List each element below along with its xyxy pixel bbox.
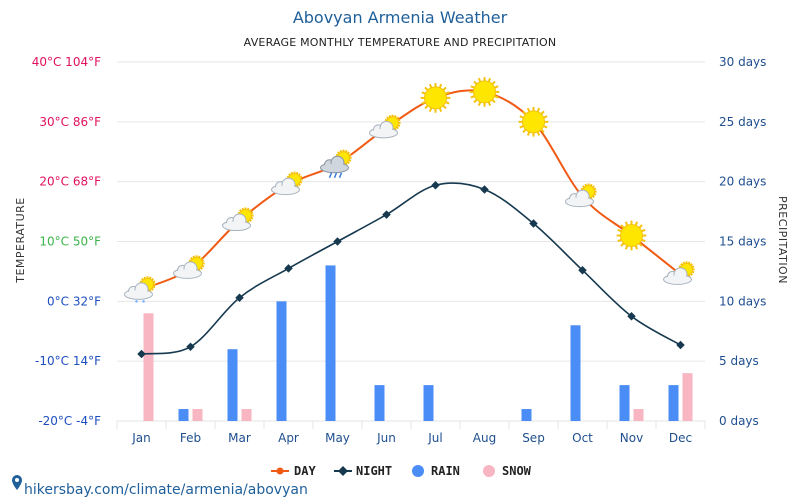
- legend-rain[interactable]: RAIN: [412, 464, 460, 478]
- month-label: Apr: [278, 431, 299, 445]
- legend-day[interactable]: DAY: [271, 464, 316, 478]
- day-line: [141, 89, 682, 291]
- month-tick-labels: Jan Feb Mar Apr May Jun Jul Aug Sep Oct Nov Dec: [131, 431, 692, 445]
- precipitation-tick-label: 5 days: [719, 354, 759, 368]
- rain-bar: [619, 385, 630, 421]
- night-point: [480, 185, 489, 194]
- rain-bar: [276, 301, 287, 421]
- night-line: [141, 182, 681, 355]
- temperature-tick-label: -20°C -4°F: [38, 414, 101, 428]
- night-point: [676, 340, 685, 350]
- month-label: Dec: [669, 431, 692, 445]
- temperature-tick-label: 10°C 50°F: [39, 235, 101, 249]
- snow-bar: [192, 409, 203, 421]
- temperature-tick-label: 30°C 86°F: [39, 115, 101, 129]
- night-point: [382, 210, 391, 219]
- temperature-lines: [137, 89, 685, 359]
- precipitation-tick-label: 25 days: [719, 115, 766, 129]
- legend-night-label: NIGHT: [356, 464, 392, 478]
- rain-bar: [423, 385, 434, 421]
- rain-bar: [521, 409, 532, 421]
- cloud-sun-icon: [565, 183, 597, 208]
- night-point: [284, 264, 293, 273]
- cloud-sun-icon: [663, 261, 695, 285]
- chart-subtitle: AVERAGE MONTHLY TEMPERATURE AND PRECIPIT…: [244, 36, 557, 49]
- location-pin-icon: [12, 475, 22, 490]
- source-url: hikersbay.com/climate/armenia/abovyan: [24, 482, 308, 498]
- precipitation-tick-label: 20 days: [719, 175, 766, 189]
- weather-icons: [124, 77, 695, 303]
- snow-bar: [682, 373, 693, 421]
- month-label: Oct: [572, 431, 593, 445]
- temperature-tick-label: 40°C 104°F: [32, 55, 101, 69]
- rain-bar: [325, 265, 336, 421]
- legend-snow[interactable]: SNOW: [483, 464, 532, 478]
- night-point: [578, 265, 587, 275]
- rain-bar: [668, 385, 679, 421]
- snow-bar: [633, 409, 644, 421]
- temperature-tick-label: -10°C 14°F: [35, 354, 101, 368]
- precipitation-tick-labels: 30 days 25 days 20 days 15 days 10 days 5 day…: [719, 55, 766, 428]
- legend: DAY NIGHT RAIN SNOW: [271, 464, 532, 478]
- precipitation-tick-label: 10 days: [719, 294, 766, 308]
- precipitation-axis-label: PRECIPITATION: [776, 196, 789, 284]
- month-label: Jun: [376, 431, 396, 445]
- legend-night[interactable]: NIGHT: [334, 464, 392, 478]
- month-label: May: [325, 431, 350, 445]
- legend-rain-label: RAIN: [431, 464, 460, 478]
- source-link[interactable]: hikersbay.com/climate/armenia/abovyan: [12, 475, 308, 498]
- sun-icon: [420, 83, 451, 113]
- month-label: Jan: [131, 431, 151, 445]
- rain-bar: [374, 385, 385, 421]
- cloud-sun-icon: [271, 171, 303, 196]
- month-label: Feb: [180, 431, 201, 445]
- cloud-sun-icon: [369, 114, 401, 139]
- legend-snow-label: SNOW: [502, 464, 532, 478]
- legend-day-label: DAY: [294, 464, 316, 478]
- snow-bar: [241, 409, 252, 421]
- chart-title: Abovyan Armenia Weather: [293, 8, 508, 27]
- precipitation-bars: [143, 265, 693, 421]
- month-label: Mar: [228, 431, 251, 445]
- temperature-tick-label: 20°C 68°F: [39, 175, 101, 189]
- rain-bar: [178, 409, 189, 421]
- month-label: Sep: [522, 431, 545, 445]
- snow-bar: [143, 313, 154, 421]
- precipitation-tick-label: 15 days: [719, 235, 766, 249]
- sun-icon: [518, 106, 549, 137]
- night-point: [137, 349, 146, 359]
- sun-icon: [469, 77, 500, 107]
- precipitation-tick-label: 30 days: [719, 55, 766, 69]
- rain-bar: [570, 325, 581, 421]
- month-label: Jul: [427, 431, 442, 445]
- temperature-tick-labels: 40°C 104°F 30°C 86°F 20°C 68°F 10°C 50°F 0°C…: [32, 55, 101, 428]
- precipitation-tick-label: 0 days: [719, 414, 759, 428]
- night-point: [333, 237, 342, 246]
- cloud-rain-icon: [320, 149, 352, 178]
- rain-bar: [227, 349, 238, 421]
- night-point: [186, 342, 195, 352]
- night-point: [431, 181, 440, 190]
- month-label: Nov: [620, 431, 643, 445]
- temperature-tick-label: 0°C 32°F: [47, 294, 101, 308]
- cloud-sun-icon: [173, 255, 205, 279]
- night-point: [627, 312, 636, 321]
- gridlines: [116, 61, 706, 429]
- temperature-axis-label: TEMPERATURE: [14, 197, 27, 283]
- month-label: Aug: [473, 431, 496, 445]
- sun-icon: [616, 220, 647, 251]
- cloud-sun-icon: [222, 207, 254, 232]
- night-point: [235, 293, 244, 302]
- cloud-sun-snow-icon: [124, 276, 156, 303]
